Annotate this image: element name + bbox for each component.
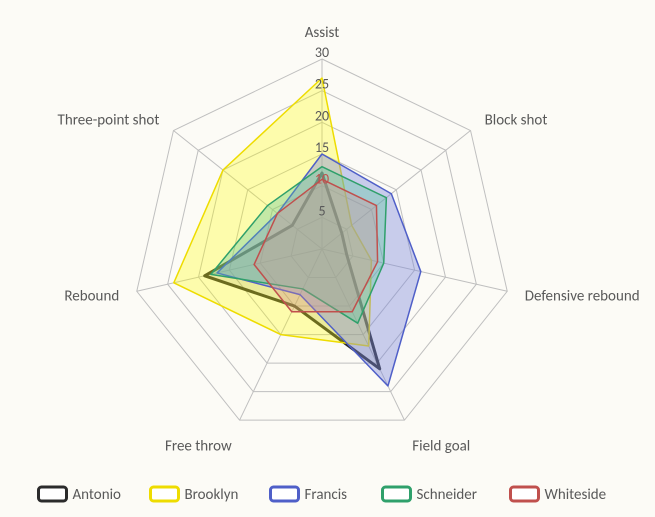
legend-label: Francis (305, 486, 348, 504)
legend-label: Brooklyn (185, 486, 239, 504)
axis-label: Assist (305, 24, 340, 42)
legend-swatch (39, 487, 67, 501)
axis-label: Three-point shot (58, 111, 160, 129)
legend-label: Antonio (73, 486, 122, 504)
tick-label: 20 (315, 107, 329, 124)
legend-item[interactable]: Schneider (383, 486, 477, 504)
legend-swatch (271, 487, 299, 501)
axis-label: Defensive rebound (525, 287, 640, 305)
axis-label: Rebound (64, 287, 119, 305)
legend-swatch (383, 487, 411, 501)
legend-swatch (511, 487, 539, 501)
legend-label: Whiteside (545, 486, 607, 504)
axis-label: Block shot (485, 111, 548, 129)
axis-label: Field goal (412, 437, 470, 455)
tick-label: 5 (318, 202, 325, 219)
tick-label: 25 (315, 76, 329, 93)
tick-label: 10 (315, 171, 329, 188)
legend-item[interactable]: Brooklyn (151, 486, 239, 504)
legend-item[interactable]: Antonio (39, 486, 122, 504)
radar-chart: 5 10 15 20 25 30 Assist Block shot Defensive reb… (0, 0, 655, 517)
legend-swatch (151, 487, 179, 501)
legend-item[interactable]: Whiteside (511, 486, 607, 504)
legend-label: Schneider (417, 486, 477, 504)
tick-label: 15 (315, 139, 329, 156)
axis-label: Free throw (165, 437, 232, 455)
tick-label: 30 (315, 44, 329, 61)
radar-chart-container: { "chart": { "type": "radar", "width": 6… (0, 0, 655, 517)
legend-item[interactable]: Francis (271, 486, 348, 504)
